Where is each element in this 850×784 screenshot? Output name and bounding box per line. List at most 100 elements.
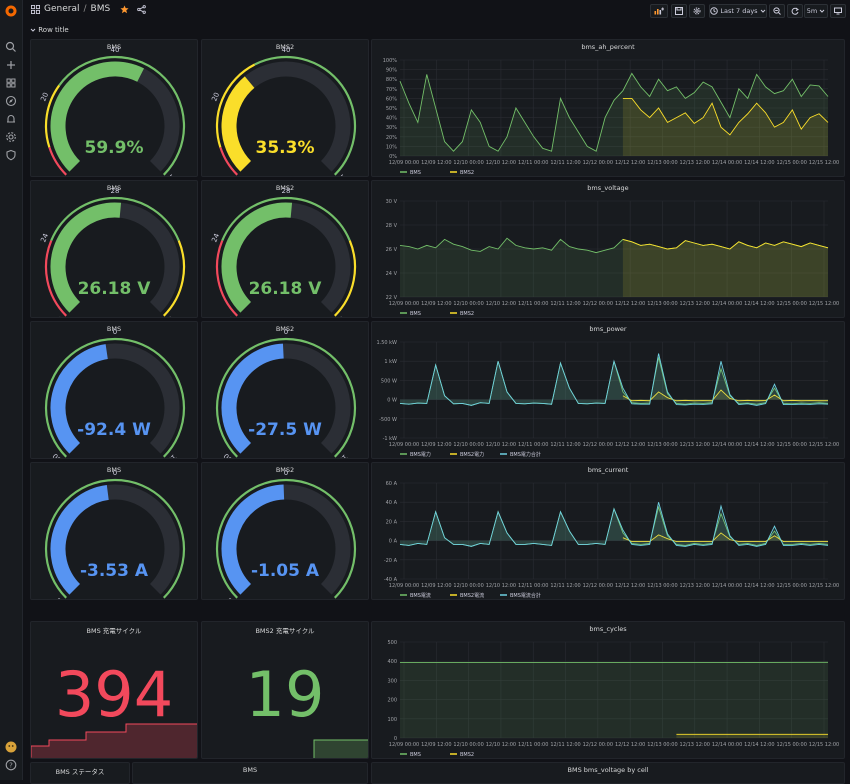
x-tick-label: 12/13 00:00 [647, 742, 677, 748]
x-tick-label: 12/14 00:00 [712, 583, 742, 589]
bms-table-panel[interactable]: BMS [132, 762, 368, 784]
bms-cell-voltage-panel[interactable]: BMS bms_voltage by cell [371, 762, 845, 784]
share-icon[interactable] [137, 5, 146, 14]
tv-mode-button[interactable] [830, 4, 846, 18]
gauge-tick-label: 24 [210, 232, 221, 244]
y-tick-label: 90% [386, 68, 397, 74]
explore-icon[interactable] [4, 94, 18, 108]
x-tick-label: 12/14 12:00 [744, 160, 774, 166]
gauge-min-label: 0 [57, 175, 66, 177]
user-avatar-icon[interactable] [4, 740, 18, 754]
gauge-panel[interactable]: BMS-150015000-92.4 W [30, 321, 198, 459]
gauge-tick-label: 40 [111, 46, 120, 54]
breadcrumb-folder[interactable]: General [44, 4, 79, 14]
gauge-tick-label: 40 [282, 46, 291, 54]
gauge-panel[interactable]: BMS2-65650-1.05 A [201, 462, 369, 600]
x-tick-label: 12/14 00:00 [712, 301, 742, 307]
x-tick-label: 12/13 12:00 [680, 160, 710, 166]
row-title[interactable]: Row title [30, 26, 69, 34]
y-tick-label: -20 A [384, 558, 398, 564]
shield-icon[interactable] [4, 148, 18, 162]
x-tick-label: 12/15 00:00 [776, 160, 806, 166]
time-range-picker[interactable]: Last 7 days [709, 4, 767, 18]
x-tick-label: 12/12 00:00 [583, 583, 613, 589]
gauge-value: 35.3% [202, 138, 368, 158]
panel-title: BMS bms_voltage by cell [372, 766, 844, 774]
y-tick-label: 20% [386, 135, 397, 141]
gauge-panel[interactable]: BMS22230242826.18 V [201, 180, 369, 318]
y-tick-label: 60% [386, 96, 397, 102]
x-tick-label: 12/10 00:00 [453, 742, 483, 748]
plus-icon[interactable] [4, 58, 18, 72]
legend-label: BMS電力 [410, 451, 431, 458]
series-area [400, 662, 828, 738]
gauge-panel[interactable]: BMS0100204059.9% [30, 39, 198, 177]
gauge-max-label: 100 [332, 172, 347, 177]
gauge-panel[interactable]: BMS20100204035.3% [201, 39, 369, 177]
x-tick-label: 12/11 00:00 [518, 160, 548, 166]
refresh-interval-picker[interactable]: 5m [804, 4, 828, 18]
x-tick-label: 12/10 00:00 [453, 583, 483, 589]
gauge-value: 59.9% [31, 138, 197, 158]
y-tick-label: 10% [386, 144, 397, 150]
settings-gear-icon [693, 7, 701, 15]
x-tick-label: 12/09 12:00 [421, 583, 451, 589]
dashboards-icon[interactable] [4, 76, 18, 90]
help-icon[interactable]: ? [4, 758, 18, 772]
x-tick-label: 12/11 00:00 [518, 442, 548, 448]
x-tick-label: 12/13 12:00 [680, 583, 710, 589]
x-tick-label: 12/09 00:00 [389, 301, 419, 307]
x-tick-label: 12/10 00:00 [453, 301, 483, 307]
gauge-panel[interactable]: BMS2230242826.18 V [30, 180, 198, 318]
x-tick-label: 12/11 12:00 [550, 160, 580, 166]
gear-icon[interactable] [4, 130, 18, 144]
x-tick-label: 12/14 00:00 [712, 742, 742, 748]
gauge-tick-label: 28 [282, 187, 291, 195]
zoom-out-button[interactable] [769, 4, 785, 18]
dashboard-settings-button[interactable] [689, 4, 705, 18]
search-icon[interactable] [4, 40, 18, 54]
y-tick-label: 26 V [386, 247, 398, 253]
breadcrumb-dashboard[interactable]: BMS [91, 4, 111, 14]
y-tick-label: 24 V [386, 271, 398, 277]
x-tick-label: 12/13 00:00 [647, 583, 677, 589]
x-tick-label: 12/09 00:00 [389, 160, 419, 166]
breadcrumb-separator: / [83, 4, 86, 14]
legend-label: BMS2 [460, 170, 474, 176]
gauge-panel[interactable]: BMS2-150015000-27.5 W [201, 321, 369, 459]
gauge-tick-label: 0 [284, 328, 288, 336]
add-panel-button[interactable] [650, 4, 668, 18]
gauge-max-label: 100 [161, 172, 176, 177]
x-tick-label: 12/10 12:00 [486, 160, 516, 166]
x-tick-label: 12/12 00:00 [583, 742, 613, 748]
x-tick-label: 12/11 00:00 [518, 742, 548, 748]
bell-icon[interactable] [4, 112, 18, 126]
gauge-tick-label: 0 [113, 328, 117, 336]
x-tick-label: 12/10 12:00 [486, 583, 516, 589]
grafana-logo-icon[interactable] [4, 4, 18, 18]
legend-label: BMS2電力 [460, 451, 484, 458]
refresh-button[interactable] [787, 4, 803, 18]
star-icon[interactable] [120, 5, 129, 14]
x-tick-label: 12/11 12:00 [550, 442, 580, 448]
gauge-tick-label: 20 [210, 91, 221, 102]
x-tick-label: 12/11 00:00 [518, 301, 548, 307]
save-dashboard-button[interactable] [671, 4, 687, 18]
y-tick-label: 1.50 kW [376, 340, 397, 346]
bms-status-panel[interactable]: BMS ステータス [30, 762, 130, 784]
legend-label: BMS2 [460, 752, 474, 758]
x-tick-label: 12/12 12:00 [615, 442, 645, 448]
legend-label: BMS [410, 752, 421, 758]
gauge-panel[interactable]: BMS-65650-3.53 A [30, 462, 198, 600]
x-tick-label: 12/09 00:00 [389, 742, 419, 748]
legend-label: BMS電流合計 [510, 592, 541, 599]
gauge-value: 26.18 V [31, 279, 197, 299]
